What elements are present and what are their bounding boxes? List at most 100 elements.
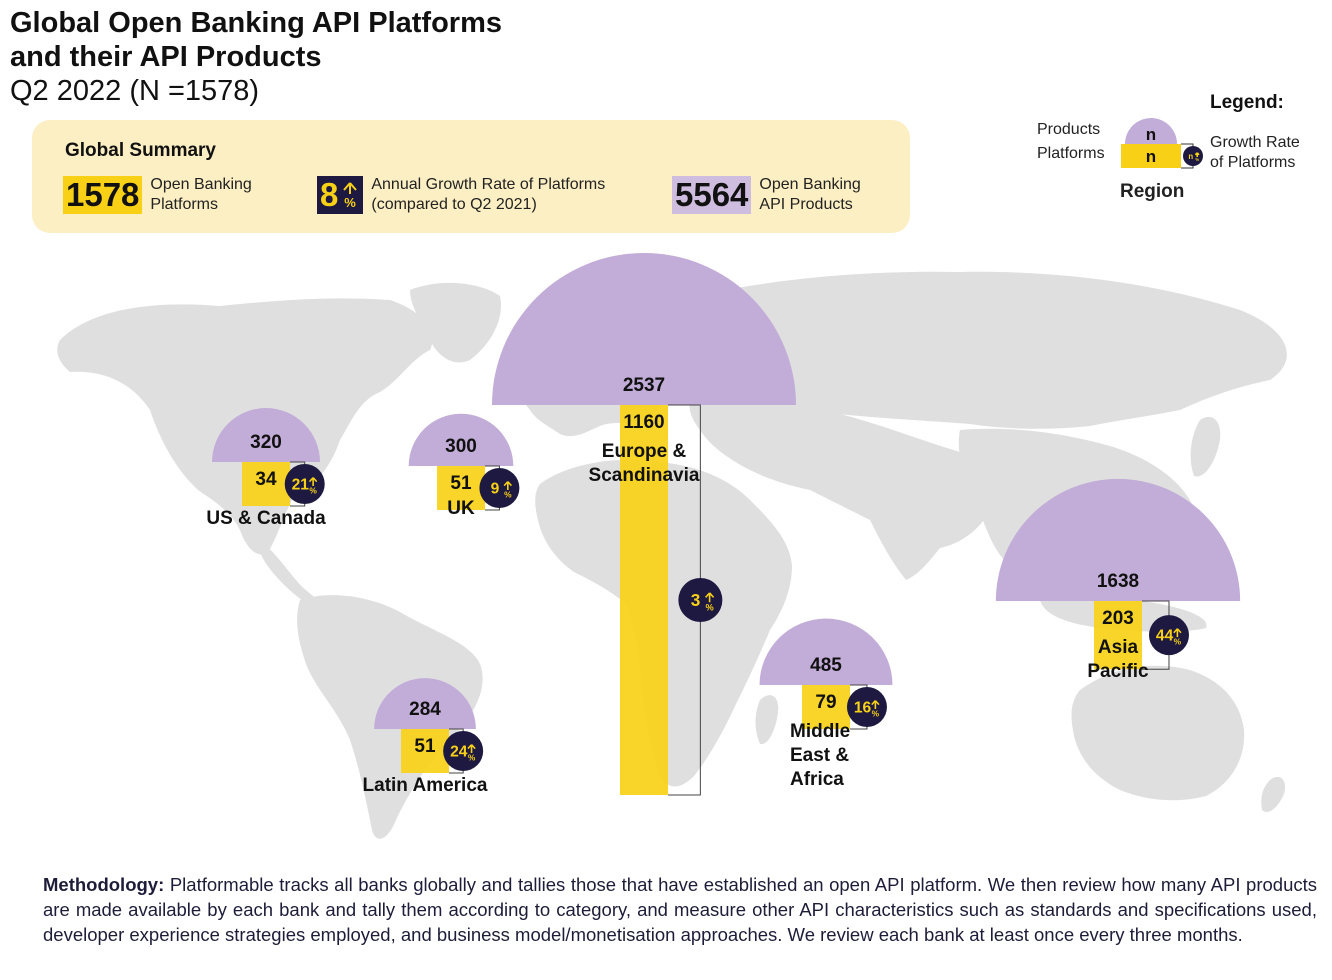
- chart-title-block: Global Open Banking API Platforms and th…: [10, 6, 502, 108]
- region-4-platforms-bar: [401, 729, 449, 773]
- legend-n-platforms: n: [1146, 147, 1156, 166]
- region-4-name-line-1: Latin America: [363, 775, 488, 796]
- legend-graphic: nn n%: [1121, 118, 1203, 169]
- region-6-growth-badge-percent: %: [1174, 637, 1182, 647]
- legend-growth-badge-circle: [1183, 146, 1203, 166]
- growth-stat-label: Annual Growth Rate of Platforms (compare…: [371, 175, 605, 215]
- region-3-products-label: 2537: [623, 375, 665, 396]
- region-1-growth-badge: 21%: [284, 464, 325, 504]
- region-1-name-line-1: US & Canada: [206, 508, 326, 529]
- legend-growth-label-1: Growth Rate: [1210, 134, 1300, 151]
- legend-products-semicircle: [1125, 118, 1177, 144]
- region-1-growth-badge-circle: [284, 464, 325, 504]
- region-6-growth-badge-arrow-icon: [1173, 628, 1182, 638]
- region-6-platforms-bar: [1094, 601, 1142, 670]
- region-3-growth-badge-circle: [678, 578, 723, 622]
- region-2-products-label: 300: [445, 436, 477, 457]
- region-6-growth-badge-circle: [1148, 615, 1189, 656]
- region-6: 1638 203 44 % Asia Pacific: [995, 478, 1241, 682]
- legend-products-platforms-labels: Products Platforms: [1037, 118, 1105, 166]
- legend-growth-badge-arrow-icon: [1194, 152, 1200, 157]
- growth-stat-label-1: Annual Growth Rate of Platforms: [371, 176, 606, 193]
- region-5-name-line-3: Africa: [790, 769, 844, 790]
- region-3-growth-badge: 3%: [678, 578, 723, 622]
- region-4: 284 51 24 % Latin America: [363, 678, 488, 796]
- region-4-platforms-label: 51: [414, 736, 436, 757]
- region-5-growth-badge: 16%: [846, 687, 887, 727]
- region-5-name-line-2: East &: [790, 745, 849, 766]
- region-3-growth-badge-arrow-icon: [705, 592, 715, 603]
- legend-growth-labels: Growth Rate of Platforms: [1210, 133, 1300, 173]
- region-1-growth-badge-value: 21: [292, 477, 310, 494]
- region-2-growth-badge-value: 9: [491, 481, 500, 498]
- products-stat-label: Open Banking API Products: [759, 175, 860, 215]
- region-4-growth-badge: 24%: [443, 731, 484, 771]
- region-6-products-label: 1638: [1097, 571, 1139, 592]
- region-2-growth-badge-circle: [479, 468, 520, 508]
- region-1-platforms-label: 34: [255, 469, 277, 490]
- region-6-growth-badge: 44%: [1148, 615, 1189, 656]
- legend-growth-badge-percent: %: [1195, 157, 1199, 162]
- region-5-platforms-bar: [802, 685, 850, 729]
- products-stat-label-1: Open Banking: [759, 176, 861, 193]
- region-4-products-semicircle: [374, 678, 476, 729]
- products-value: 5564: [672, 176, 752, 214]
- chart-subtitle: Q2 2022 (N =1578): [10, 75, 260, 107]
- region-3-growth-badge-value: 3: [691, 590, 701, 610]
- region-2-products-semicircle: [408, 413, 514, 466]
- platforms-stat: 1578 Open Banking Platforms: [63, 176, 252, 214]
- region-2-platforms-bar: [437, 466, 485, 510]
- methodology-note: Methodology: Platformable tracks all ban…: [43, 872, 1317, 947]
- growth-stat: 8 % Annual Growth Rate of Platforms (com…: [317, 176, 605, 214]
- region-4-growth-badge-arrow-icon: [467, 744, 476, 753]
- region-4-growth-badge-circle: [443, 731, 484, 771]
- region-5-products-semicircle: [759, 618, 893, 685]
- region-6-platforms-label: 203: [1102, 608, 1134, 629]
- chart-title-line-1: Global Open Banking API Platforms: [10, 7, 502, 39]
- growth-value-badge: 8 %: [317, 176, 364, 214]
- legend-platforms-bar: [1121, 144, 1181, 168]
- methodology-label: Methodology:: [43, 874, 165, 895]
- products-stat: 5564 Open Banking API Products: [672, 176, 861, 214]
- products-stat-label-2: API Products: [759, 196, 853, 213]
- region-3-name-line-2: Scandinavia: [589, 465, 700, 486]
- global-summary-heading: Global Summary: [65, 140, 216, 161]
- svg-text:%: %: [345, 195, 357, 210]
- region-4-products-label: 284: [409, 699, 441, 720]
- region-1-products-label: 320: [250, 432, 282, 453]
- legend-growth-label-2: of Platforms: [1210, 154, 1296, 171]
- region-3-platforms-bar: [620, 405, 668, 795]
- region-3: 2537 1160 3 % Europe & Scandinavia: [492, 253, 796, 796]
- legend-growth-badge-value: n: [1188, 152, 1193, 161]
- region-5-growth-badge-arrow-icon: [871, 700, 880, 709]
- region-3-name-line-1: Europe &: [602, 441, 687, 462]
- chart-title-line-2: and their API Products: [10, 41, 322, 73]
- region-2-growth-badge-arrow-icon: [503, 481, 513, 490]
- region-4-growth-badge-value: 24: [450, 744, 468, 761]
- region-3-products-semicircle: [492, 253, 796, 405]
- legend-platforms-label: Platforms: [1037, 145, 1105, 162]
- region-6-name-line-2: Pacific: [1087, 661, 1149, 682]
- region-2-growth-badge: 9%: [479, 468, 520, 508]
- legend-title: Legend:: [1210, 92, 1284, 113]
- region-5-products-label: 485: [810, 655, 842, 676]
- legend-growth-badge: n%: [1183, 146, 1203, 166]
- growth-percent-arrow-icon: %: [343, 182, 358, 210]
- region-5-growth-badge-value: 16: [854, 700, 872, 717]
- region-5-platforms-label: 79: [815, 692, 836, 713]
- global-summary-panel: Global Summary 1578 Open Banking Platfor…: [32, 120, 910, 233]
- methodology-text: Platformable tracks all banks globally a…: [43, 874, 1317, 945]
- region-5-growth-badge-circle: [846, 687, 887, 727]
- legend-n-products: n: [1146, 125, 1156, 144]
- region-6-growth-badge-value: 44: [1156, 628, 1174, 645]
- region-1-growth-badge-percent: %: [309, 486, 317, 496]
- platforms-value: 1578: [63, 176, 143, 214]
- growth-value: 8: [320, 176, 339, 213]
- legend-region-label: Region: [1120, 181, 1185, 202]
- region-3-platforms-label: 1160: [623, 412, 664, 433]
- region-2-growth-badge-percent: %: [504, 490, 512, 500]
- region-1: 320 34 21 % US & Canada: [206, 408, 326, 529]
